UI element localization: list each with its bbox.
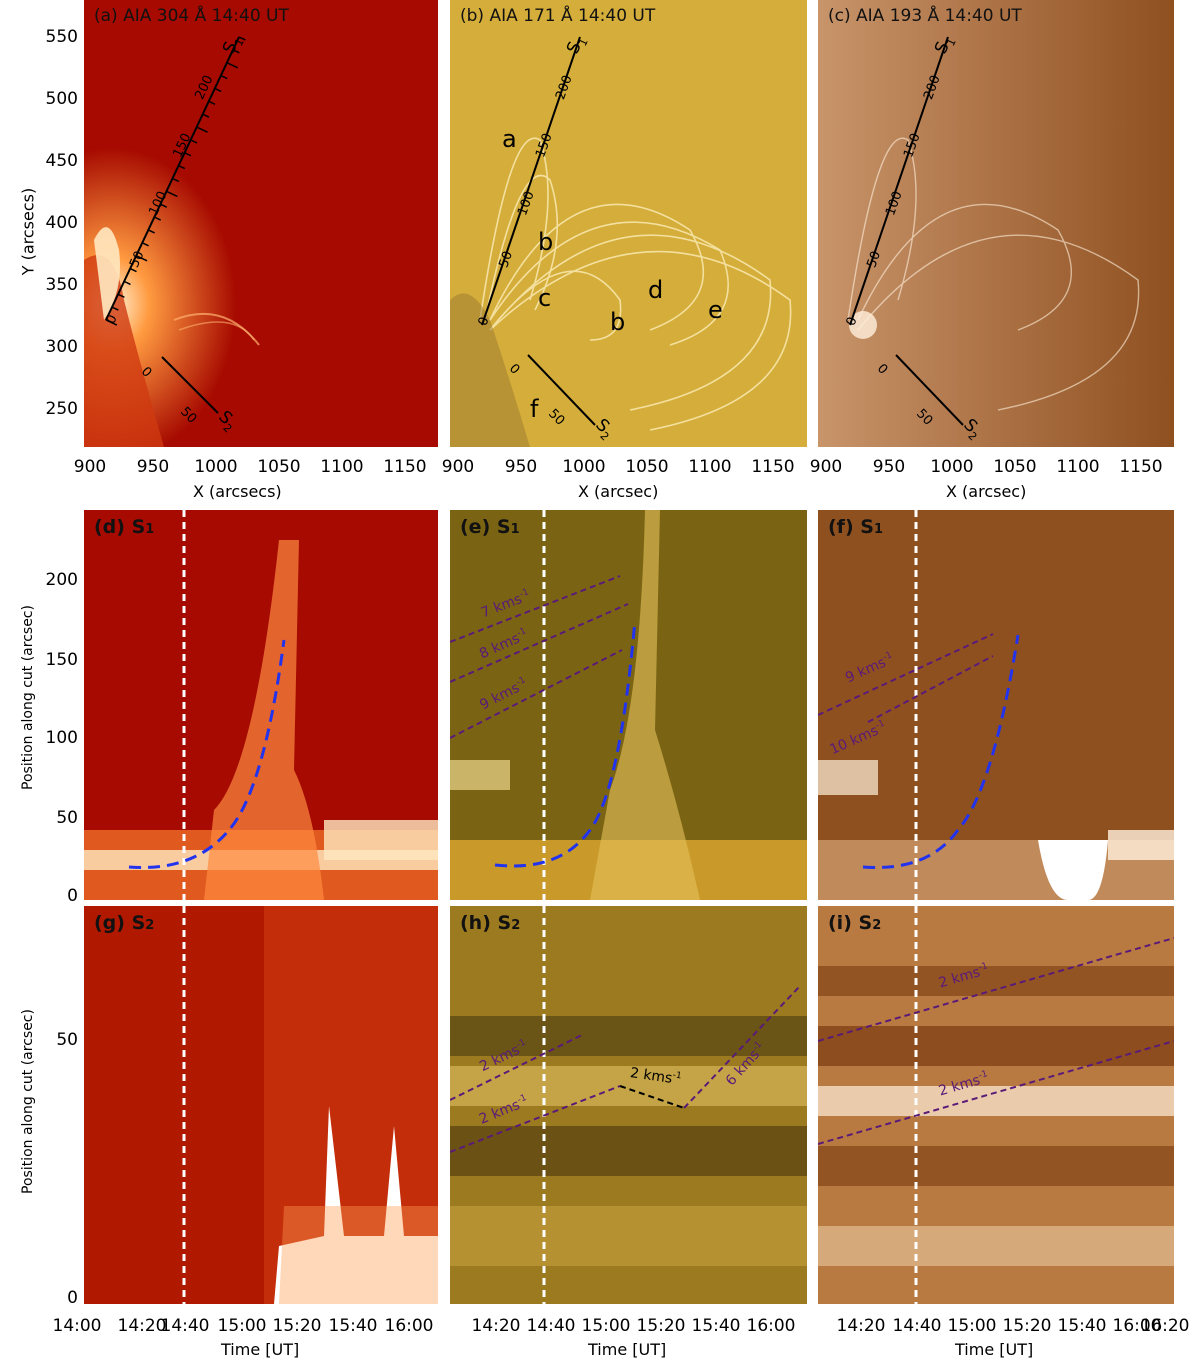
td-image-f — [818, 510, 1174, 900]
y-tick: 500 — [45, 89, 78, 109]
loop-label-d: d — [648, 276, 664, 304]
loop-label-a: a — [502, 125, 517, 153]
x-axis-title-i: Time [UT] — [955, 1340, 1034, 1359]
y-tick: 0 — [67, 886, 78, 906]
td-image-i — [818, 906, 1174, 1304]
x-tick: 950 — [136, 457, 170, 477]
panel-g-title: (g) S2 — [94, 912, 155, 934]
loop-label-c: c — [538, 284, 552, 312]
x-axis-title-c: X (arcsec) — [946, 482, 1027, 501]
x-tick: 14:00 — [52, 1316, 102, 1336]
x-tick: 16:20 — [1140, 1316, 1190, 1336]
x-tick: 1050 — [257, 457, 301, 477]
x-tick: 1150 — [383, 457, 427, 477]
y-tick: 100 — [45, 728, 78, 748]
td-image-e — [450, 510, 807, 900]
y-tick: 250 — [45, 399, 78, 419]
panel-e-timedistance-171-s1: (e) S1 7 kms-1 8 kms-1 9 kms-1 — [450, 510, 807, 900]
loop-label-b: b — [538, 228, 554, 256]
x-tick: 15:00 — [947, 1316, 997, 1336]
x-tick: 1100 — [1056, 457, 1100, 477]
x-axis-title-a: X (arcsecs) — [193, 482, 282, 501]
panel-f-title: (f) S1 — [828, 516, 883, 538]
x-axis-title-h: Time [UT] — [588, 1340, 667, 1359]
x-tick: 1000 — [930, 457, 974, 477]
x-tick: 900 — [73, 457, 107, 477]
loop-label-b2: b — [610, 308, 626, 336]
x-tick: 15:20 — [1002, 1316, 1052, 1336]
panel-h-title: (h) S2 — [460, 912, 521, 934]
y-tick: 550 — [45, 27, 78, 47]
x-tick: 15:40 — [1057, 1316, 1107, 1336]
panel-h-timedistance-171-s2: (h) S2 2 kms-1 2 kms-1 2 kms-1 6 kms-1 — [450, 906, 807, 1304]
panel-c-aia193: (c) AIA 193 Å 14:40 UT S1 S2 0 50 100 15… — [818, 0, 1174, 447]
y-tick: 450 — [45, 151, 78, 171]
y-tick: 50 — [56, 1030, 78, 1050]
y-tick: 50 — [56, 808, 78, 828]
x-tick: 16:00 — [1112, 1316, 1162, 1336]
x-tick: 15:20 — [272, 1316, 322, 1336]
x-axis-title-g: Time [UT] — [221, 1340, 300, 1359]
x-tick: 14:20 — [117, 1316, 167, 1336]
loop-label-f: f — [530, 395, 539, 423]
td-image-g — [84, 906, 438, 1304]
aia304-image — [84, 0, 438, 447]
x-tick: 14:40 — [892, 1316, 942, 1336]
y-axis-title-middle: Position along cut (arcsec) — [20, 605, 36, 790]
x-tick: 16:00 — [746, 1316, 796, 1336]
y-tick: 350 — [45, 275, 78, 295]
panel-f-timedistance-193-s1: (f) S1 9 kms-1 10 kms-1 — [818, 510, 1174, 900]
x-tick: 14:20 — [471, 1316, 521, 1336]
x-tick: 1050 — [993, 457, 1037, 477]
y-tick: 200 — [45, 570, 78, 590]
panel-a-aia304: (a) AIA 304 Å 14:40 UT S1 S2 0 50 100 15… — [84, 0, 438, 447]
x-tick: 1100 — [320, 457, 364, 477]
x-tick: 15:40 — [691, 1316, 741, 1336]
x-tick: 1000 — [562, 457, 606, 477]
x-axis-title-b: X (arcsec) — [578, 482, 659, 501]
panel-i-title: (i) S2 — [828, 912, 882, 934]
x-tick: 900 — [441, 457, 475, 477]
panel-i-timedistance-193-s2: (i) S2 2 kms-1 2 kms-1 — [818, 906, 1174, 1304]
panel-c-title: (c) AIA 193 Å 14:40 UT — [828, 6, 1022, 26]
x-tick: 1150 — [751, 457, 795, 477]
panel-d-timedistance-304-s1: (d) S1 — [84, 510, 438, 900]
x-tick: 15:40 — [328, 1316, 378, 1336]
x-tick: 15:00 — [217, 1316, 267, 1336]
x-tick: 14:20 — [836, 1316, 886, 1336]
x-tick: 14:40 — [160, 1316, 210, 1336]
x-tick: 14:40 — [526, 1316, 576, 1336]
x-tick: 1050 — [625, 457, 669, 477]
aia193-image — [818, 0, 1174, 447]
y-tick: 150 — [45, 650, 78, 670]
aia171-image — [450, 0, 807, 447]
panel-b-aia171: (b) AIA 171 Å 14:40 UT a b c b d e f S1 … — [450, 0, 807, 447]
panel-e-title: (e) S1 — [460, 516, 520, 538]
x-tick: 1150 — [1119, 457, 1163, 477]
x-tick: 1100 — [688, 457, 732, 477]
panel-b-title: (b) AIA 171 Å 14:40 UT — [460, 6, 656, 26]
panel-d-title: (d) S1 — [94, 516, 155, 538]
y-tick: 400 — [45, 213, 78, 233]
y-tick: 300 — [45, 337, 78, 357]
x-tick: 1000 — [194, 457, 238, 477]
x-tick: 16:00 — [384, 1316, 434, 1336]
td-image-d — [84, 510, 438, 900]
x-tick: 15:20 — [636, 1316, 686, 1336]
panel-g-timedistance-304-s2: (g) S2 — [84, 906, 438, 1304]
x-tick: 15:00 — [581, 1316, 631, 1336]
x-tick: 950 — [872, 457, 906, 477]
x-tick: 950 — [504, 457, 538, 477]
y-tick: 0 — [67, 1288, 78, 1308]
loop-label-e: e — [708, 296, 723, 324]
panel-a-title: (a) AIA 304 Å 14:40 UT — [94, 6, 289, 26]
x-tick: 900 — [809, 457, 843, 477]
